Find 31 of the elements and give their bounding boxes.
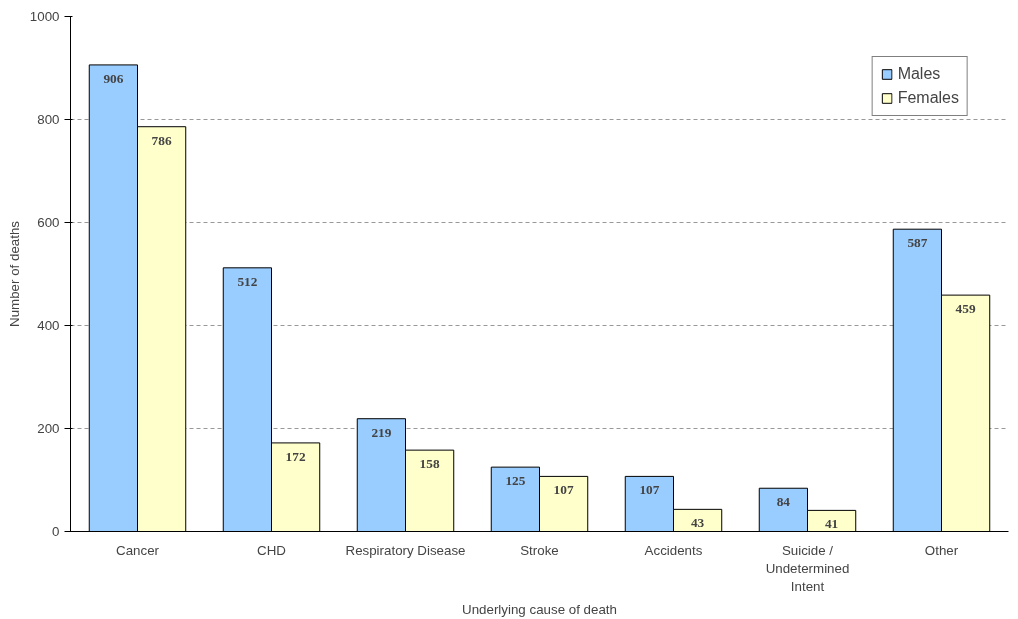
data-label: 41 xyxy=(824,516,839,532)
y-tick-label: 400 xyxy=(37,318,60,333)
x-tick-label: Cancer xyxy=(116,542,160,558)
data-label: 107 xyxy=(639,482,660,498)
x-tick-label: CHD xyxy=(257,542,286,558)
data-label: 219 xyxy=(371,424,392,440)
data-label: 43 xyxy=(690,515,705,531)
y-tick-label: 1000 xyxy=(29,9,60,24)
data-label: 459 xyxy=(955,301,976,317)
y-axis-title: Number of deaths xyxy=(6,220,22,327)
data-label: 125 xyxy=(505,473,526,489)
data-label: 906 xyxy=(103,70,124,86)
legend-label: Males xyxy=(897,65,941,83)
data-label: 512 xyxy=(237,273,258,289)
x-tick-label: Suicide / Undetermined Intent xyxy=(765,542,850,594)
data-label: 158 xyxy=(419,456,440,472)
y-tick-label: 0 xyxy=(52,524,60,539)
legend-label: Females xyxy=(897,89,959,107)
x-tick-label: Stroke xyxy=(520,542,559,558)
y-tick-label: 800 xyxy=(37,112,60,127)
x-tick-label: Respiratory Disease xyxy=(345,542,466,558)
x-axis-title: Underlying cause of death xyxy=(462,601,617,617)
data-label: 172 xyxy=(285,448,306,464)
data-label: 107 xyxy=(553,482,574,498)
data-label: 587 xyxy=(907,235,928,251)
y-tick-label: 200 xyxy=(37,421,60,436)
y-tick-label: 600 xyxy=(37,215,60,230)
data-label: 84 xyxy=(776,494,791,510)
x-tick-label: Other xyxy=(924,542,959,558)
x-tick-label: Accidents xyxy=(644,542,703,558)
data-label: 786 xyxy=(151,132,172,148)
